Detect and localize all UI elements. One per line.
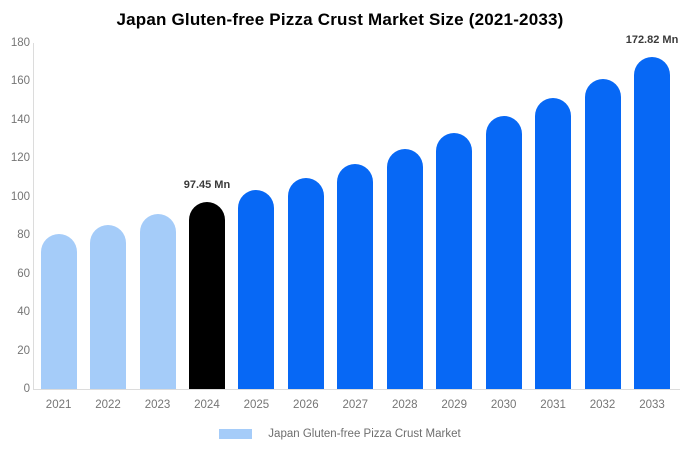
x-tick-2025: 2025 [243,399,270,411]
bar-value-label-2024: 97.45 Mn [183,178,231,191]
bar-2021 [40,234,77,389]
bar-2027 [337,164,374,389]
chart-title: Japan Gluten-free Pizza Crust Market Siz… [116,10,564,29]
y-tick-100: 100 [10,190,30,203]
x-tick-2029: 2029 [441,399,467,411]
y-tick-0: 0 [23,383,30,395]
bar-2022 [90,224,127,389]
x-tick-2021: 2021 [45,399,72,411]
x-tick-2024: 2024 [194,399,220,411]
y-tick-40: 40 [17,306,30,319]
x-tick-2026: 2026 [293,399,319,411]
y-tick-180: 180 [10,37,30,49]
bar-2031 [535,98,572,389]
legend: Japan Gluten-free Pizza Crust Market [0,426,680,442]
legend-label: Japan Gluten-free Pizza Crust Market [268,428,461,440]
bar-2033 [634,56,670,389]
y-tick-20: 20 [17,344,30,357]
bar-2030 [485,116,522,389]
x-tick-2033: 2033 [639,399,665,411]
x-tick-2031: 2031 [540,399,566,411]
bar-2032 [584,79,621,389]
x-tick-2027: 2027 [342,399,369,411]
bar-2024 [188,201,225,389]
x-tick-2022: 2022 [95,399,121,411]
y-tick-120: 120 [10,152,30,165]
bar-value-label-2033: 172.82 Mn [625,33,679,46]
bar-2026 [287,177,324,389]
x-tick-2023: 2023 [144,399,171,411]
y-tick-140: 140 [10,113,30,126]
x-tick-2028: 2028 [391,399,418,411]
y-axis-line [33,43,34,389]
bar-2028 [386,149,423,389]
bar-2029 [436,133,473,389]
x-tick-2032: 2032 [589,399,616,411]
x-axis-line [33,389,680,390]
legend-swatch [219,429,253,439]
bar-2025 [238,190,275,389]
x-tick-2030: 2030 [490,399,517,411]
y-tick-80: 80 [17,229,30,242]
bar-2023 [139,214,176,389]
y-tick-60: 60 [17,267,30,280]
y-tick-160: 160 [10,75,30,88]
